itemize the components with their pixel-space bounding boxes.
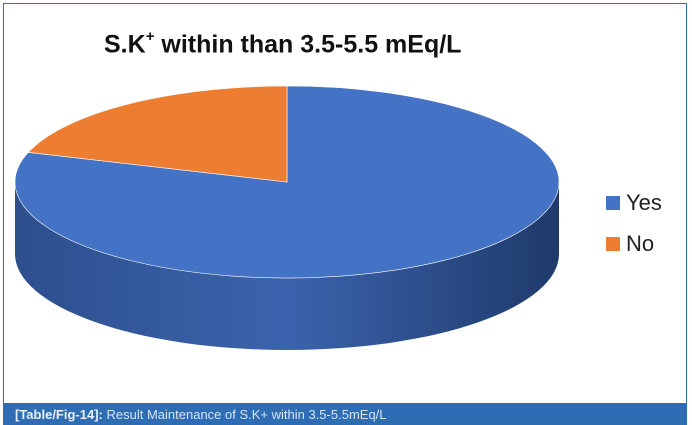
legend-item-yes: Yes (606, 190, 662, 215)
figure-caption: [Table/Fig-14]: Result Maintenance of S.… (3, 404, 687, 425)
pie-side-yes (15, 182, 559, 350)
pie-slice-yes (14, 85, 560, 279)
title-superscript: + (145, 28, 155, 45)
legend-label-no: No (626, 231, 655, 256)
caption-label: [Table/Fig-14]: (15, 407, 103, 422)
pie-chart (14, 85, 560, 350)
chart-title: S.K+ within than 3.5-5.5 mEq/L (104, 28, 462, 59)
legend-swatch-yes (606, 196, 620, 210)
pie-slice-no (27, 85, 288, 183)
legend: Yes No (606, 190, 662, 274)
chart-frame: S.K+ within than 3.5-5.5 mEq/L Yes No (3, 3, 687, 404)
legend-swatch-no (606, 237, 620, 251)
title-main: S.K (104, 30, 146, 59)
title-rest: within than 3.5-5.5 mEq/L (154, 30, 462, 59)
caption-text: Result Maintenance of S.K+ within 3.5-5.… (106, 407, 387, 422)
legend-label-yes: Yes (626, 190, 662, 215)
legend-item-no: No (606, 231, 662, 256)
